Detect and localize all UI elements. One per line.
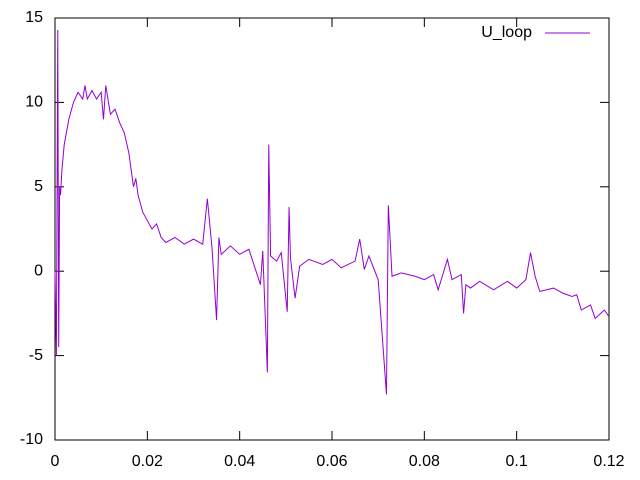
x-tick-label: 0.08 [409, 453, 440, 470]
y-tick-label: 10 [25, 94, 43, 111]
x-tick-label: 0 [51, 453, 60, 470]
x-tick-label: 0.12 [593, 453, 624, 470]
x-tick-label: 0.06 [316, 453, 347, 470]
y-tick-label: 0 [34, 262, 43, 279]
y-tick-label: 5 [34, 178, 43, 195]
x-tick-label: 0.1 [506, 453, 528, 470]
y-tick-label: 15 [25, 9, 43, 26]
y-tick-label: -10 [20, 431, 43, 448]
legend-label: U_loop [481, 24, 532, 41]
data-line [54, 29, 610, 395]
plot-border [54, 17, 610, 441]
x-tick-label: 0.02 [132, 453, 163, 470]
y-tick-label: -5 [29, 347, 43, 364]
x-tick-label: 0.04 [224, 453, 255, 470]
